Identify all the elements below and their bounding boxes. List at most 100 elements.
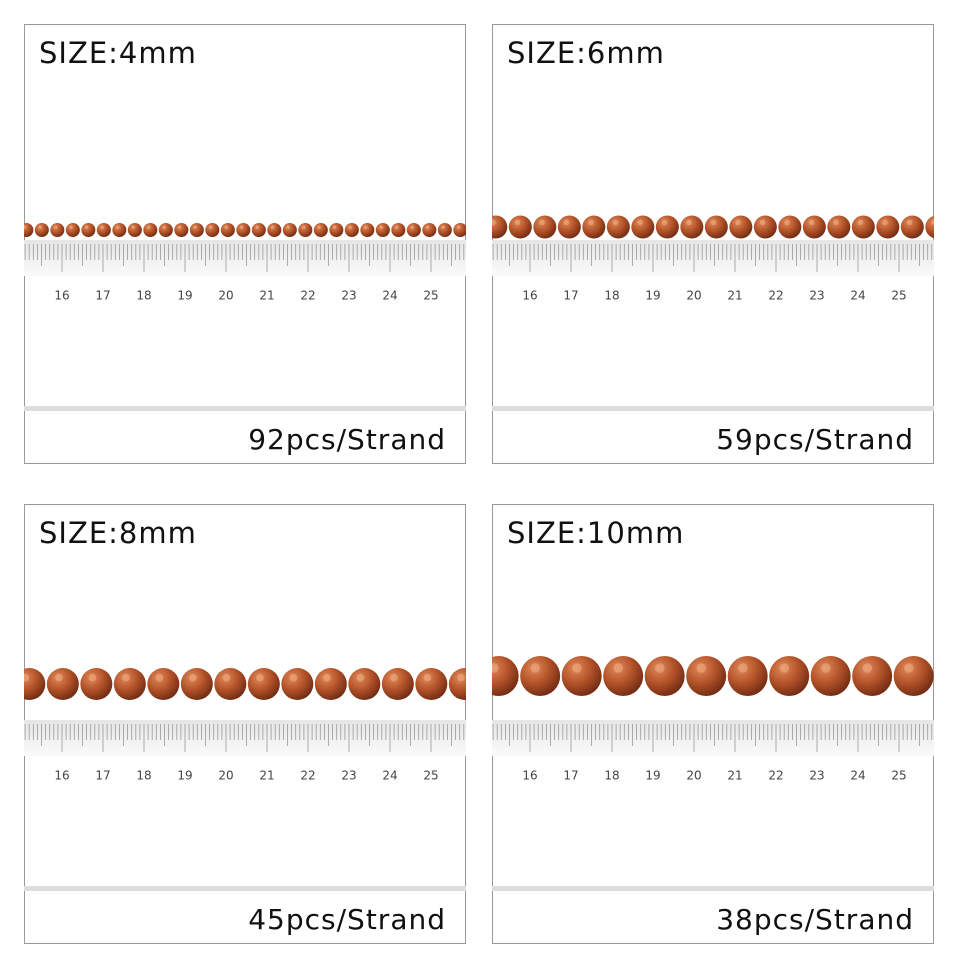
ruler-number: 22	[768, 289, 783, 303]
bead	[680, 215, 704, 239]
bead-highlight	[808, 219, 815, 226]
ruler-number: 21	[727, 769, 742, 783]
ruler-number: 18	[604, 769, 619, 783]
bead	[281, 668, 314, 700]
bead-highlight	[323, 673, 331, 682]
ruler-number: 16	[522, 289, 537, 303]
bead-highlight	[821, 663, 831, 673]
size-label: SIZE:10mm	[507, 516, 684, 550]
panel: 16 17 18 19 20 21 22 23 24 25 SIZE:8mm 45pcs/Strand	[24, 504, 466, 944]
bead	[298, 223, 313, 237]
bead	[582, 215, 606, 239]
ruler-number: 21	[259, 769, 274, 783]
bead-highlight	[38, 225, 42, 229]
bead	[644, 656, 685, 696]
ruler-number: 17	[95, 769, 110, 783]
bead-highlight	[613, 663, 624, 673]
bead	[729, 215, 753, 239]
bead	[704, 215, 728, 239]
bead-highlight	[222, 673, 231, 682]
bead-highlight	[514, 219, 521, 226]
ruler-number: 21	[259, 289, 274, 303]
bead	[391, 223, 406, 237]
ruler-number: 19	[177, 289, 192, 303]
bead-highlight	[833, 219, 839, 226]
bead	[96, 223, 111, 237]
ruler	[24, 720, 466, 756]
bead	[950, 216, 960, 239]
bead	[802, 215, 826, 239]
ruler-number: 22	[768, 769, 783, 783]
bead-highlight	[301, 225, 306, 229]
ruler-number: 17	[95, 289, 110, 303]
bead	[561, 656, 602, 696]
ruler-number: 25	[891, 769, 906, 783]
bead-highlight	[492, 219, 496, 226]
bead-highlight	[69, 225, 73, 229]
bead-highlight	[655, 663, 665, 673]
ruler-number: 17	[563, 769, 578, 783]
bead-highlight	[24, 225, 27, 229]
bead	[876, 215, 900, 239]
bead	[520, 656, 561, 696]
bead-highlight	[131, 225, 135, 229]
bead	[189, 223, 204, 237]
bead-highlight	[255, 225, 259, 229]
ruler-number: 25	[891, 289, 906, 303]
ruler-number: 18	[604, 289, 619, 303]
bead-highlight	[224, 225, 228, 229]
bead-highlight	[530, 663, 541, 673]
ruler-number: 23	[341, 289, 356, 303]
bead	[753, 215, 777, 239]
bead-highlight	[100, 225, 104, 229]
size-label: SIZE:6mm	[507, 36, 665, 70]
ruler-number: 25	[423, 769, 438, 783]
bead-highlight	[208, 225, 213, 229]
ruler-number: 18	[136, 769, 151, 783]
ruler-number: 19	[177, 769, 192, 783]
ruler-number: 17	[563, 289, 578, 303]
bead	[606, 215, 630, 239]
bead	[557, 215, 581, 239]
bead	[329, 223, 344, 237]
ruler-number: 25	[423, 289, 438, 303]
bead-highlight	[348, 225, 352, 229]
bead	[313, 223, 328, 237]
bead	[158, 223, 173, 237]
bead	[24, 223, 34, 237]
bead-highlight	[563, 219, 570, 226]
bead-highlight	[289, 673, 298, 682]
bead-highlight	[457, 673, 465, 682]
bead-highlight	[738, 663, 748, 673]
ruler-number: 23	[341, 769, 356, 783]
ruler-number: 20	[218, 289, 233, 303]
ruler-number: 24	[382, 769, 397, 783]
bead	[50, 223, 65, 237]
bead	[143, 223, 158, 237]
bead-highlight	[539, 219, 545, 226]
bead-highlight	[696, 663, 707, 673]
bead-highlight	[379, 225, 383, 229]
bead	[247, 668, 280, 700]
ruler-number: 20	[686, 289, 701, 303]
bead-highlight	[492, 663, 499, 673]
count-label: 45pcs/Strand	[248, 903, 446, 936]
panel: 16 17 18 19 20 21 22 23 24 25 SIZE:4mm 92pcs/Strand	[24, 24, 466, 464]
bead-highlight	[572, 663, 582, 673]
bead-highlight	[637, 219, 643, 226]
bead	[492, 656, 519, 696]
bead-highlight	[710, 219, 717, 226]
bead	[180, 668, 213, 700]
ruler-number: 23	[809, 289, 824, 303]
ruler-number: 22	[300, 289, 315, 303]
bead	[251, 223, 266, 237]
bead-highlight	[456, 225, 461, 229]
size-label: SIZE:4mm	[39, 36, 197, 70]
panel-content: 16 17 18 19 20 21 22 23 24 25	[24, 668, 466, 891]
bead	[422, 223, 437, 237]
bead	[112, 223, 127, 237]
bead-highlight	[193, 225, 197, 229]
bead	[852, 656, 893, 696]
bead	[267, 223, 282, 237]
